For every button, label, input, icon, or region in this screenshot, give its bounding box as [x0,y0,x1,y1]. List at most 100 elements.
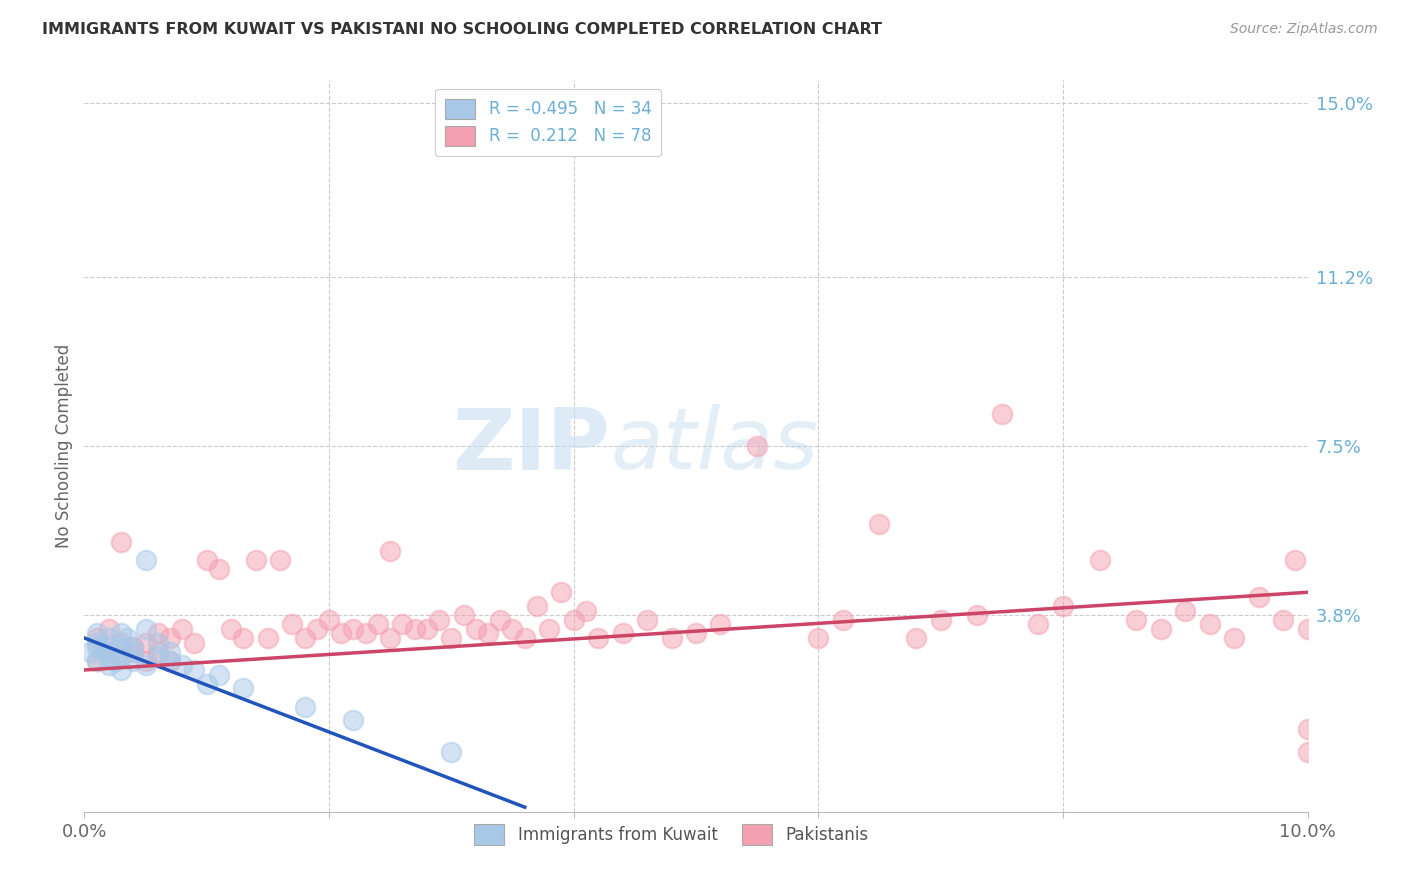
Point [380,544,402,558]
Point [97,645,120,659]
Point [489,613,512,627]
Point [427,613,450,627]
Point [526,599,548,613]
Point [305,622,328,636]
Point [1052,599,1074,613]
Point [97,631,120,645]
Point [1028,617,1050,632]
Point [318,613,340,627]
Point [966,608,988,623]
Point [135,654,157,668]
Point [159,654,181,668]
Text: Source: ZipAtlas.com: Source: ZipAtlas.com [1230,22,1378,37]
Point [146,626,169,640]
Point [367,617,389,632]
Point [159,654,181,668]
Point [122,645,145,659]
Point [342,714,364,728]
Point [122,640,145,655]
Point [159,631,181,645]
Point [195,553,218,567]
Point [97,658,120,673]
Point [1174,603,1197,617]
Point [869,516,891,531]
Point [661,631,683,645]
Point [115,631,138,645]
Point [513,631,536,645]
Point [135,658,157,673]
Point [685,626,707,640]
Point [110,535,132,549]
Point [1296,622,1319,636]
Point [440,745,463,759]
Point [208,667,231,681]
Point [91,645,114,659]
Point [1296,745,1319,759]
Y-axis label: No Schooling Completed: No Schooling Completed [55,344,73,548]
Point [1284,553,1306,567]
Point [404,622,426,636]
Point [1272,613,1295,627]
Point [195,676,218,690]
Point [122,640,145,655]
Point [550,585,572,599]
Point [1125,613,1147,627]
Point [86,626,108,640]
Point [219,622,242,636]
Point [110,635,132,649]
Point [1088,553,1111,567]
Point [502,622,524,636]
Point [269,553,291,567]
Point [416,622,439,636]
Point [1150,622,1173,636]
Point [135,622,157,636]
Point [1198,617,1220,632]
Point [440,631,463,645]
Point [104,654,127,668]
Point [86,631,108,645]
Point [86,654,108,668]
Point [110,640,132,655]
Point [991,407,1014,421]
Point [294,699,316,714]
Point [122,654,145,668]
Point [636,613,658,627]
Point [159,645,181,659]
Point [232,631,254,645]
Point [135,553,157,567]
Point [330,626,353,640]
Point [342,622,364,636]
Point [905,631,928,645]
Point [146,649,169,664]
Point [86,635,108,649]
Point [97,622,120,636]
Point [562,613,585,627]
Point [575,603,598,617]
Point [453,608,475,623]
Point [294,631,316,645]
Point [79,645,101,659]
Point [807,631,830,645]
Point [391,617,413,632]
Point [208,562,231,576]
Point [110,649,132,664]
Point [464,622,486,636]
Point [110,626,132,640]
Point [146,635,169,649]
Point [709,617,731,632]
Text: IMMIGRANTS FROM KUWAIT VS PAKISTANI NO SCHOOLING COMPLETED CORRELATION CHART: IMMIGRANTS FROM KUWAIT VS PAKISTANI NO S… [42,22,882,37]
Point [380,631,402,645]
Point [747,439,769,453]
Point [110,663,132,677]
Point [929,613,952,627]
Point [477,626,499,640]
Point [281,617,304,632]
Text: ZIP: ZIP [453,404,610,488]
Point [86,640,108,655]
Point [612,626,634,640]
Point [1223,631,1246,645]
Point [135,635,157,649]
Point [354,626,377,640]
Point [586,631,609,645]
Point [538,622,561,636]
